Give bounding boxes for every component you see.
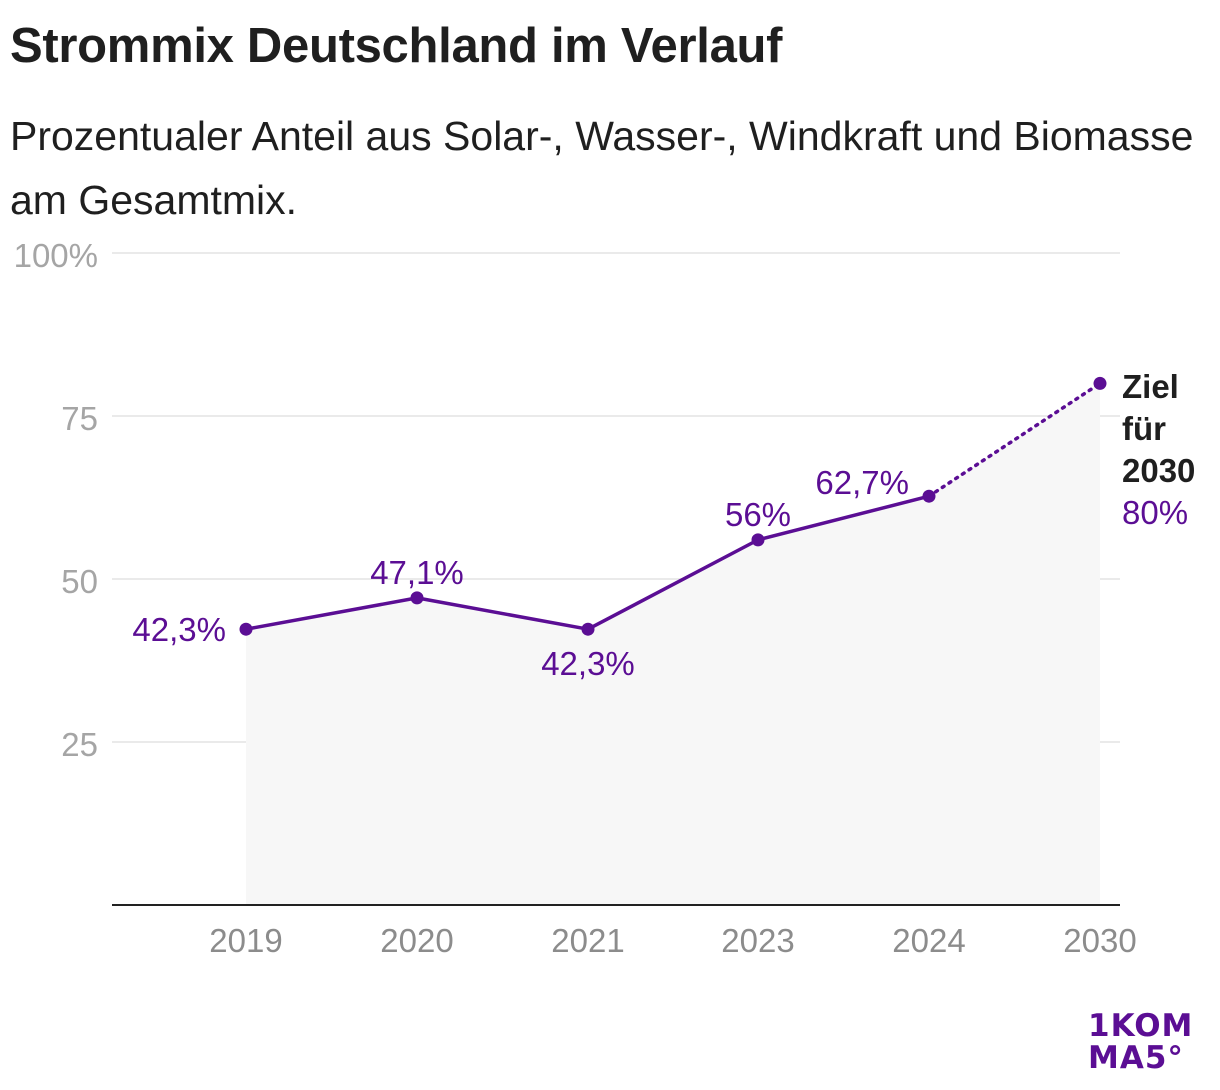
data-label: 56% xyxy=(725,496,791,533)
area-under-line xyxy=(246,383,1100,905)
data-label: 42,3% xyxy=(541,645,635,682)
y-tick-label: 100% xyxy=(14,237,98,274)
x-tick-label: 2023 xyxy=(721,922,794,959)
target-annotation-line: Ziel xyxy=(1122,368,1179,405)
data-point xyxy=(751,533,765,547)
x-tick-label: 2020 xyxy=(380,922,453,959)
x-tick-label: 2019 xyxy=(209,922,282,959)
chart-title: Strommix Deutschland im Verlauf xyxy=(10,19,783,73)
area-fill xyxy=(246,383,1100,905)
series-line-projection xyxy=(927,381,1102,498)
logo-line-1: 1KOM xyxy=(1088,1008,1194,1044)
target-annotation-line: 2030 xyxy=(1122,452,1195,489)
target-annotation-line: für xyxy=(1122,410,1166,447)
y-tick-label: 75 xyxy=(61,400,98,437)
data-point xyxy=(922,489,936,503)
x-tick-label: 2024 xyxy=(892,922,965,959)
x-tick-label: 2021 xyxy=(551,922,624,959)
data-label: 62,7% xyxy=(815,464,909,501)
data-point xyxy=(581,622,595,636)
data-label-target: 80% xyxy=(1122,494,1188,531)
logo-line-2: MA5° xyxy=(1088,1040,1184,1076)
data-label: 47,1% xyxy=(370,554,464,591)
y-tick-label: 50 xyxy=(61,563,98,600)
data-point xyxy=(239,622,253,636)
x-tick-label: 2030 xyxy=(1063,922,1136,959)
brand-logo: 1KOM MA5° xyxy=(1088,1010,1208,1074)
data-label: 42,3% xyxy=(132,611,226,648)
y-tick-label: 25 xyxy=(61,726,98,763)
x-axis: 2019 2020 2021 2023 2024 2030 xyxy=(112,904,1137,959)
chart-subtitle: Prozentualer Anteil aus Solar-, Wasser-,… xyxy=(10,113,1194,223)
data-points xyxy=(239,376,1107,636)
data-point xyxy=(410,591,424,605)
data-point xyxy=(1093,376,1107,390)
data-labels: 42,3% 47,1% 42,3% 56% 62,7% Ziel für 2030 80% xyxy=(132,368,1195,682)
